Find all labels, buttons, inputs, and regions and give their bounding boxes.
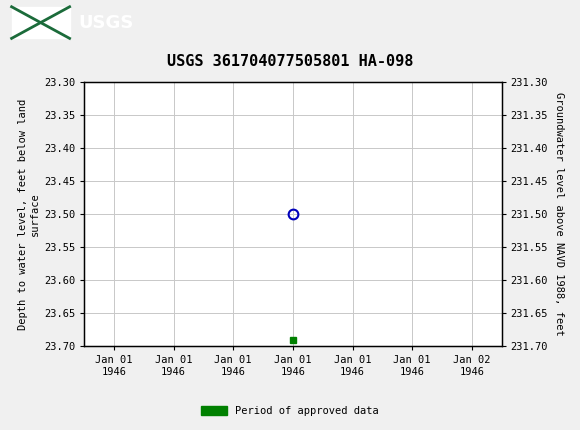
Legend: Period of approved data: Period of approved data — [197, 402, 383, 421]
Text: USGS: USGS — [78, 14, 133, 31]
Text: USGS 361704077505801 HA-098: USGS 361704077505801 HA-098 — [167, 54, 413, 69]
Y-axis label: Groundwater level above NAVD 1988, feet: Groundwater level above NAVD 1988, feet — [554, 92, 564, 336]
FancyBboxPatch shape — [12, 7, 70, 38]
Y-axis label: Depth to water level, feet below land
surface: Depth to water level, feet below land su… — [18, 98, 39, 329]
